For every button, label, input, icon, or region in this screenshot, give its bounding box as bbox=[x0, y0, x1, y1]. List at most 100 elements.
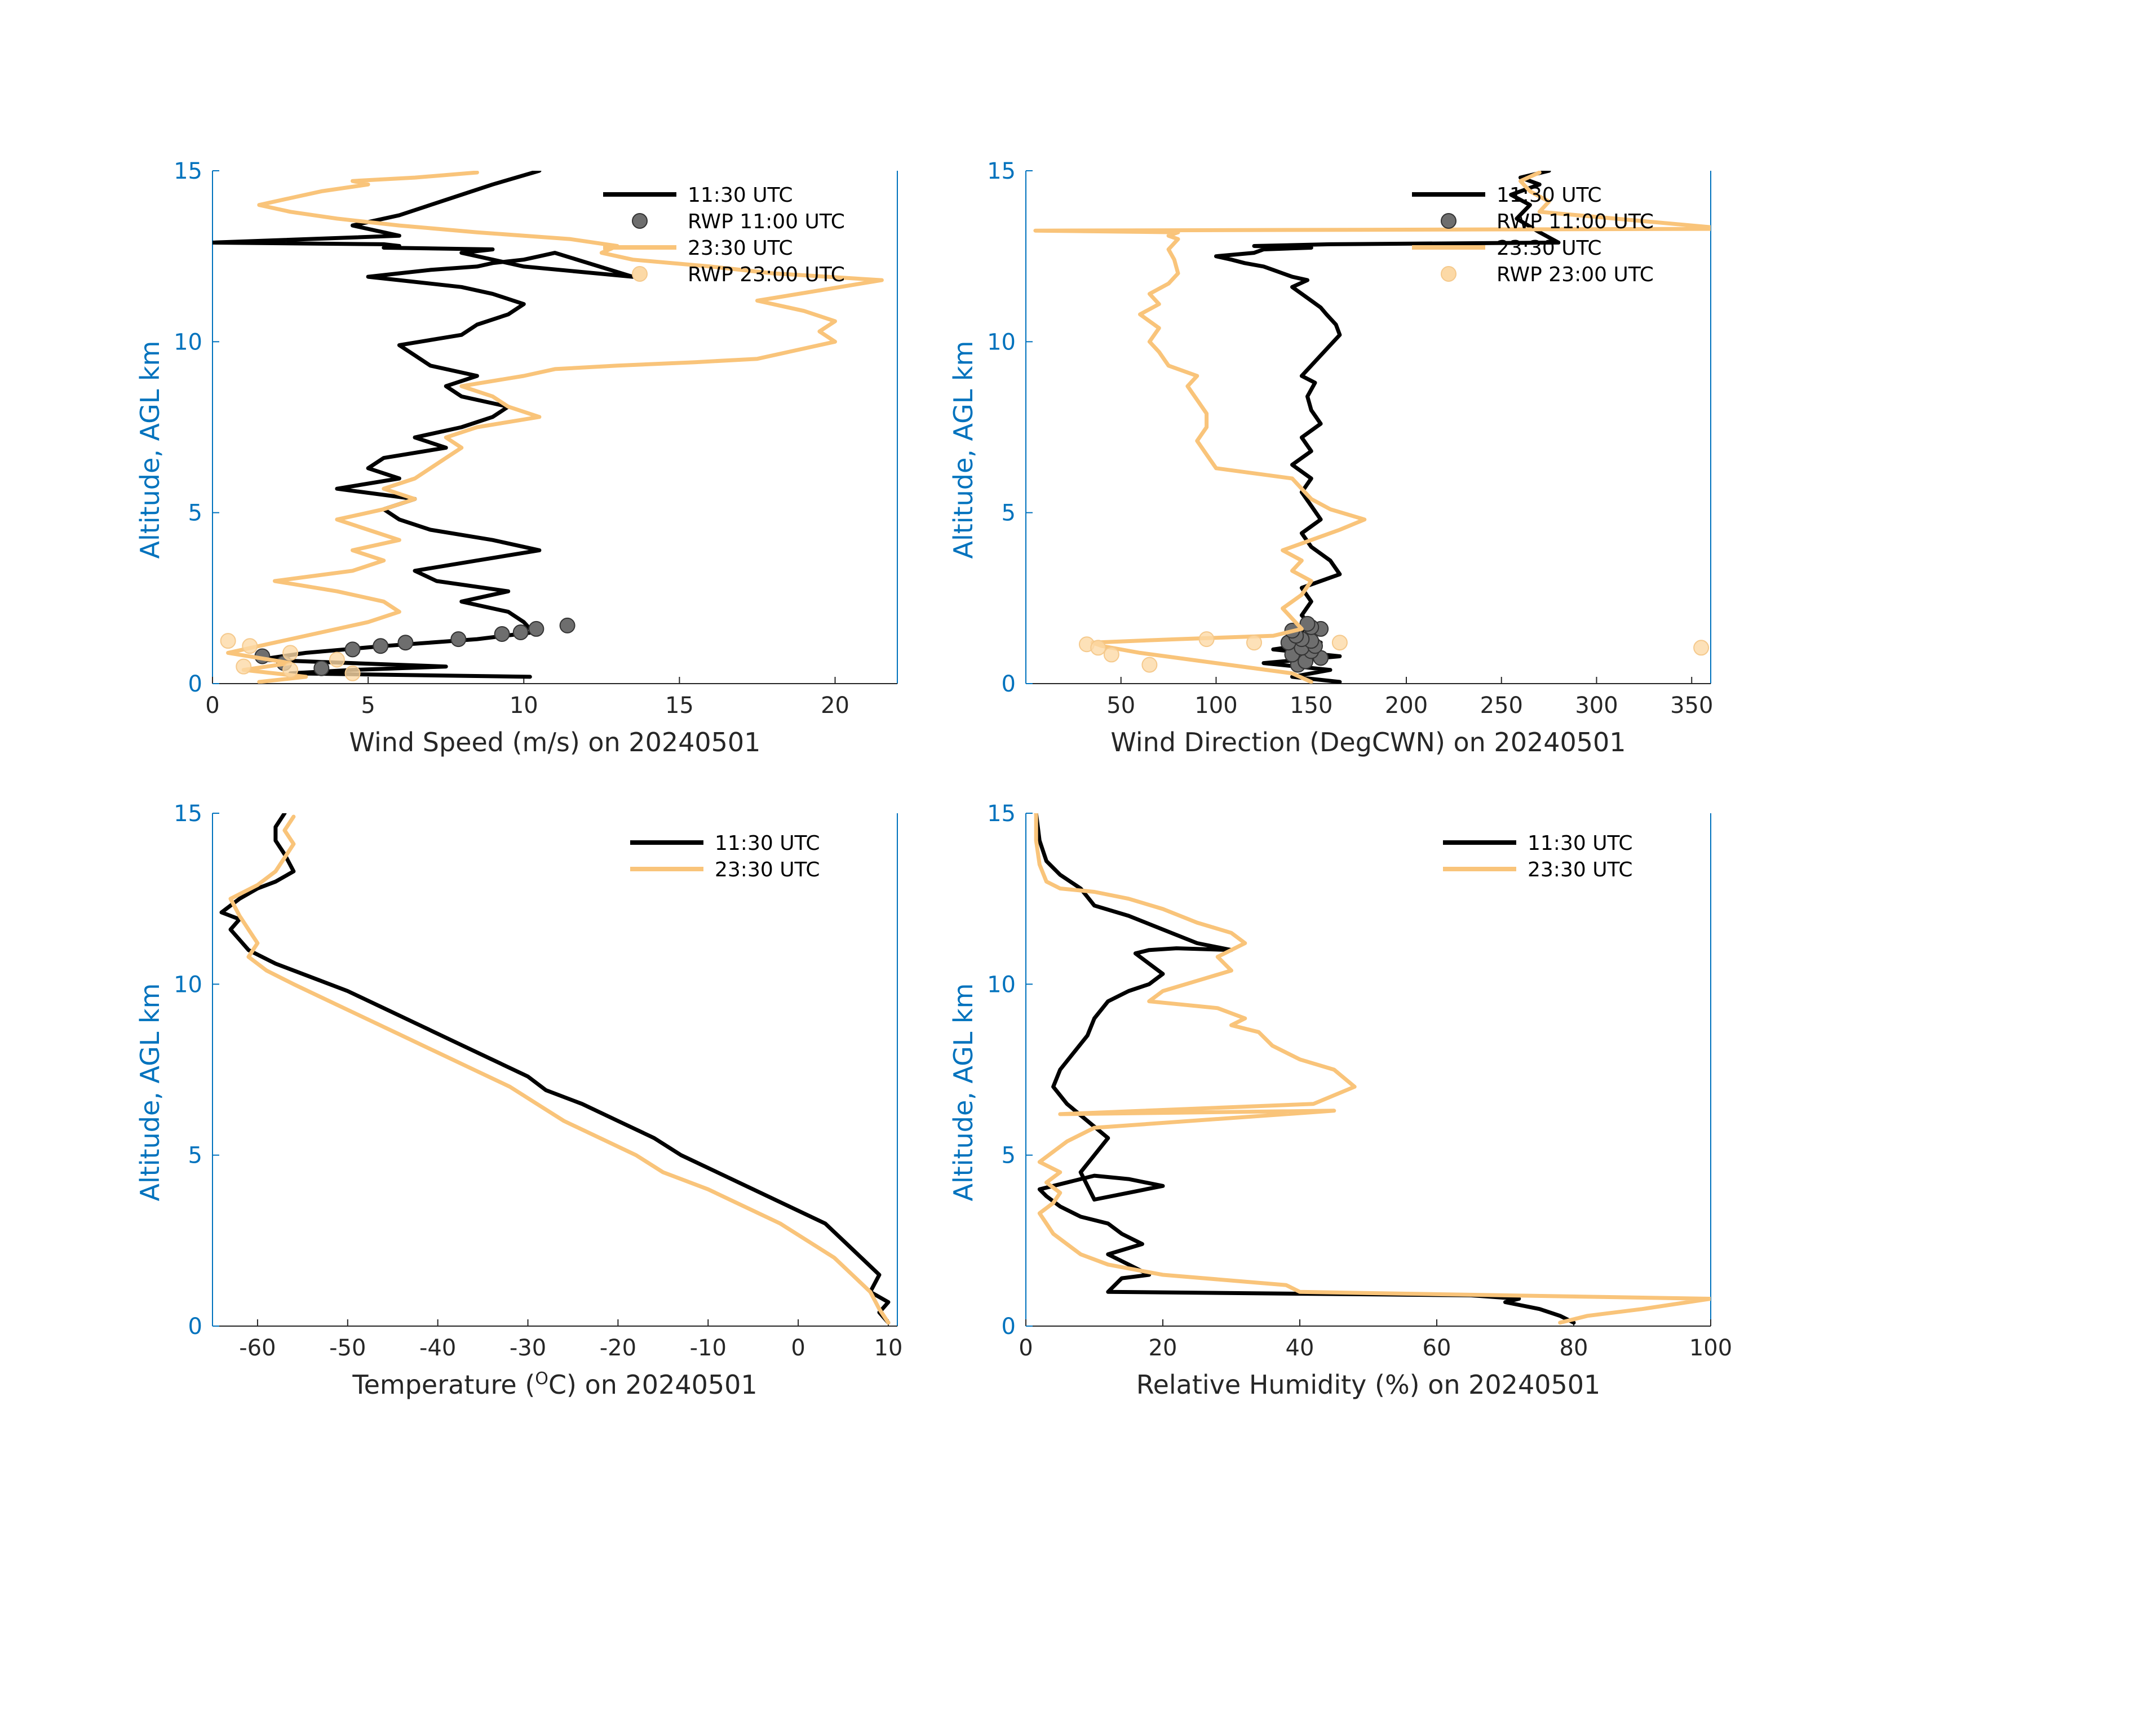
legend-entry-label: 11:30 UTC bbox=[715, 832, 820, 855]
x-tick-label: 200 bbox=[1385, 693, 1428, 719]
legend: 11:30 UTC 23:30 UTC bbox=[630, 832, 820, 881]
x-tick-label: -50 bbox=[329, 1335, 366, 1361]
x-tick-label: 300 bbox=[1575, 693, 1618, 719]
y-tick-label: 15 bbox=[987, 158, 1016, 184]
x-tick-label: 15 bbox=[665, 693, 694, 719]
scatter-point bbox=[220, 633, 236, 649]
x-tick-label: -20 bbox=[600, 1335, 636, 1361]
scatter-point bbox=[1141, 657, 1158, 673]
scatter-point bbox=[528, 620, 544, 637]
legend-entry-label: RWP 11:00 UTC bbox=[688, 210, 845, 233]
legend-entry-label: RWP 23:00 UTC bbox=[1497, 263, 1654, 286]
legend-entry-label: 23:30 UTC bbox=[715, 858, 820, 881]
y-tick-label: 15 bbox=[174, 801, 202, 827]
series-line-23-30-utc bbox=[1033, 171, 1711, 684]
x-tick-label: 0 bbox=[205, 693, 219, 719]
legend-entry-label: RWP 11:00 UTC bbox=[1497, 210, 1654, 233]
scatter-point bbox=[242, 638, 258, 654]
x-tick-label: 100 bbox=[1194, 693, 1237, 719]
y-tick-label: 10 bbox=[987, 329, 1016, 355]
scatter-point bbox=[494, 626, 510, 642]
legend-swatch-marker bbox=[1441, 266, 1456, 282]
chart-wind-direction: 50 100 150 200 250 300 350 0 5 10 15 Wind Direction… bbox=[948, 158, 1713, 757]
y-tick-label: 15 bbox=[174, 158, 202, 184]
scatter-point bbox=[1299, 615, 1316, 632]
scatter-point bbox=[282, 645, 299, 661]
series-line-11-30-utc bbox=[1214, 171, 1561, 684]
x-tick-label: -30 bbox=[510, 1335, 546, 1361]
legend: 11:30 UTC RWP 11:00 UTC 23:30 UTC RWP 23:00… bbox=[603, 184, 845, 286]
legend-entry-label: 23:30 UTC bbox=[688, 237, 793, 260]
legend-swatch-marker bbox=[632, 213, 648, 229]
y-tick-label: 0 bbox=[188, 671, 202, 697]
plot-area bbox=[212, 171, 884, 684]
x-axis-label: Temperature (OC) on 20240501 bbox=[352, 1369, 757, 1400]
y-tick-label: 0 bbox=[1002, 1314, 1016, 1340]
scatter-point bbox=[1693, 640, 1710, 656]
legend: 11:30 UTC RWP 11:00 UTC 23:30 UTC RWP 23:00… bbox=[1412, 184, 1654, 286]
scatter-point bbox=[1198, 631, 1215, 648]
x-tick-label: 5 bbox=[361, 693, 375, 719]
x-tick-label: 60 bbox=[1423, 1335, 1451, 1361]
scatter-point bbox=[344, 665, 361, 681]
x-tick-label: -40 bbox=[419, 1335, 456, 1361]
series-line-23-30-utc bbox=[228, 814, 891, 1325]
y-tick-label: 5 bbox=[1002, 500, 1016, 526]
x-tick-label: 100 bbox=[1689, 1335, 1732, 1361]
scatter-point bbox=[450, 631, 467, 648]
y-tick-label: 10 bbox=[174, 972, 202, 998]
legend-entry-label: 11:30 UTC bbox=[1497, 184, 1602, 207]
y-axis-label: Altitude, AGL km bbox=[948, 983, 979, 1201]
x-tick-label: 0 bbox=[791, 1335, 805, 1361]
series-line-23-30-utc bbox=[226, 171, 884, 684]
series-line-11-30-utc bbox=[212, 171, 635, 679]
legend-entry-label: RWP 23:00 UTC bbox=[688, 263, 845, 286]
scatter-point bbox=[329, 651, 345, 668]
x-tick-label: 250 bbox=[1480, 693, 1523, 719]
scatter-point bbox=[397, 635, 414, 651]
legend-swatch-marker bbox=[632, 266, 648, 282]
y-tick-label: 0 bbox=[1002, 671, 1016, 697]
y-tick-label: 10 bbox=[987, 972, 1016, 998]
legend-entry-label: 11:30 UTC bbox=[1528, 832, 1633, 855]
legend-entry-label: 11:30 UTC bbox=[688, 184, 793, 207]
plot-area bbox=[1034, 813, 1711, 1325]
scatter-point bbox=[1246, 635, 1262, 651]
x-tick-label: 10 bbox=[510, 693, 538, 719]
series-line-23-30-utc bbox=[1034, 813, 1711, 1325]
y-tick-label: 0 bbox=[188, 1314, 202, 1340]
scatter-point bbox=[559, 617, 575, 633]
legend-swatch-marker bbox=[1441, 213, 1456, 229]
x-tick-label: 50 bbox=[1106, 693, 1135, 719]
x-tick-label: 80 bbox=[1560, 1335, 1588, 1361]
scatter-point bbox=[313, 660, 330, 676]
y-tick-label: 15 bbox=[987, 801, 1016, 827]
y-tick-label: 5 bbox=[188, 500, 202, 526]
x-tick-label: -60 bbox=[239, 1335, 276, 1361]
y-axis-label: Altitude, AGL km bbox=[135, 340, 165, 559]
y-axis-label: Altitude, AGL km bbox=[135, 983, 165, 1201]
scatter-point bbox=[373, 638, 389, 654]
x-axis-label: Wind Direction (DegCWN) on 20240501 bbox=[1110, 727, 1626, 757]
x-axis-label: Relative Humidity (%) on 20240501 bbox=[1136, 1369, 1601, 1400]
legend-entry-label: 23:30 UTC bbox=[1528, 858, 1633, 881]
x-tick-label: 150 bbox=[1290, 693, 1332, 719]
plot-area bbox=[1033, 171, 1711, 684]
chart-relative-humidity: 0 20 40 60 80 100 0 5 10 15 Relative Humidity (%) … bbox=[948, 801, 1732, 1400]
scatter-point bbox=[512, 624, 529, 640]
scatter-point bbox=[282, 662, 299, 678]
x-tick-label: 40 bbox=[1286, 1335, 1314, 1361]
y-axis-label: Altitude, AGL km bbox=[948, 340, 979, 559]
plot-area bbox=[219, 813, 891, 1325]
y-tick-label: 10 bbox=[174, 329, 202, 355]
x-axis-label: Wind Speed (m/s) on 20240501 bbox=[349, 727, 761, 757]
x-tick-label: 10 bbox=[874, 1335, 903, 1361]
chart-temperature: -60 -50 -40 -30 -20 -10 0 10 0 5 10 15 Temperature (… bbox=[135, 801, 902, 1400]
x-tick-label: 20 bbox=[1149, 1335, 1177, 1361]
y-tick-label: 5 bbox=[188, 1143, 202, 1169]
legend-entry-label: 23:30 UTC bbox=[1497, 237, 1602, 260]
scatter-point bbox=[344, 641, 361, 658]
x-tick-label: 20 bbox=[821, 693, 849, 719]
